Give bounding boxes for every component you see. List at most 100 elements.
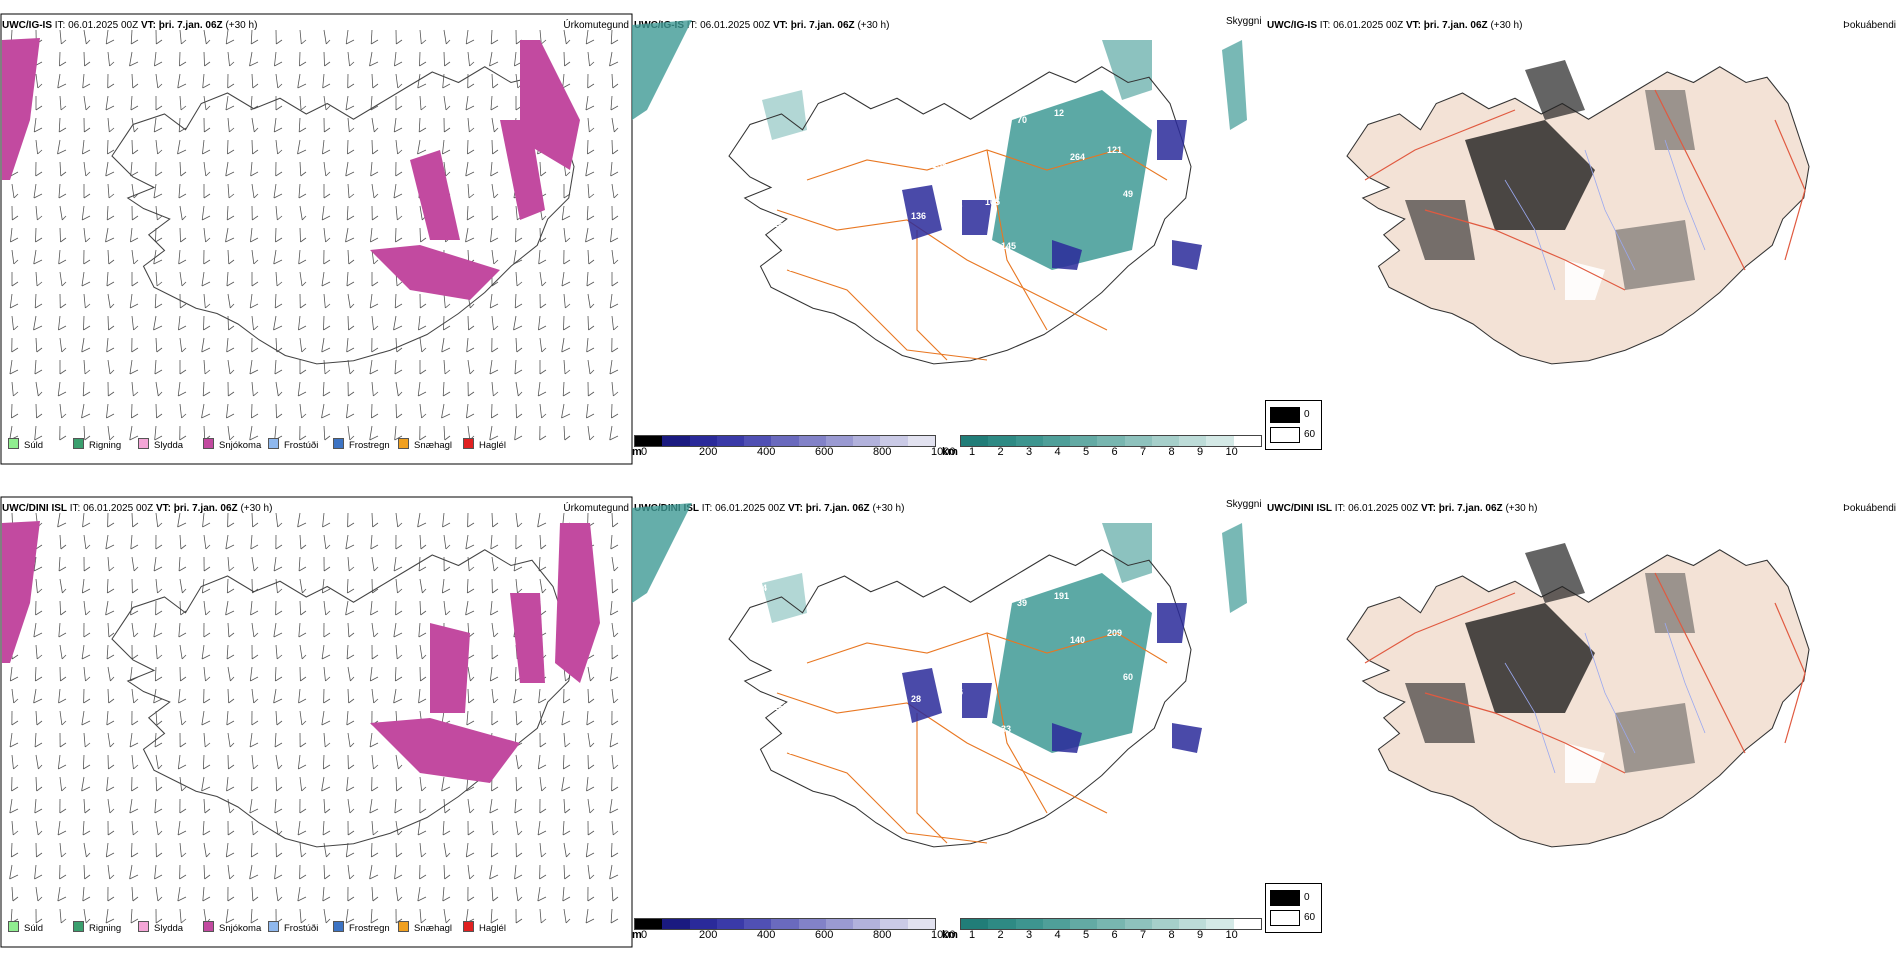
colorbar-tick: 1 [969,929,975,941]
colorbar-tick: 4 [1055,929,1061,941]
cloudbase-label: 155 [932,160,947,170]
cloudbase-label: 78 [858,657,868,667]
fog-legend-white-label: 60 [1304,429,1315,440]
cloudbase-label: 121 [1107,145,1122,155]
legend-swatch [463,921,474,932]
cloudbase-label: 84 [805,137,815,147]
fog-panel: UWC/IG-IS IT: 06.01.2025 00Z VT: þri. 7.… [1265,0,1900,470]
cloudbase-label: 171 [1160,665,1175,675]
cloudbase-label: 186 [1160,182,1175,192]
legend-swatch [463,438,474,449]
colorbar-tick: 600 [815,929,833,941]
colorbar-tick: 200 [699,446,717,458]
colorbar-tick: 5 [1083,446,1089,458]
legend-label: Snjókoma [219,440,261,451]
cloudbase-label: 44 [826,739,836,749]
colorbar-tick: 8 [1169,446,1175,458]
cloudbase-label: 264 [1070,152,1085,162]
legend-swatch [8,921,19,932]
legend-label: Slydda [154,923,183,934]
visibility-panel: UWC/IG-IS IT: 06.01.2025 00Z VT: þri. 7.… [632,0,1272,470]
legend-swatch [268,921,279,932]
fog-legend-black-label: 0 [1304,409,1310,420]
cloudbase-label: 73 [1176,709,1186,719]
cloudbase-label: 194 [964,248,979,258]
cloudbase-label: 49 [1123,189,1133,199]
legend-label: Snæhagl [414,923,452,934]
cloudbase-label: 100 [805,620,820,630]
legend-label: Haglél [479,923,506,934]
precip-legend-item: Frostúði [268,438,318,451]
cloudbase-label: 70 [1017,115,1027,125]
precip-legend-item: Snjókoma [203,438,261,451]
cloudbase-label: 207 [895,650,910,660]
cloudbase-label: 145 [1001,241,1016,251]
cloudbase-label: 16 [773,219,783,229]
cloudbase-label: 118 [789,746,804,756]
cloudbase-label: 191 [1054,591,1069,601]
colorbar-tick: 10 [1226,446,1238,458]
cloudbase-label: 162 [789,263,804,273]
precip-legend-item: Frostregn [333,921,390,934]
precip-panel: UWC/DINI ISL IT: 06.01.2025 00Z VT: þri.… [0,483,635,953]
fog-legend-white-label: 60 [1304,912,1315,923]
fog-panel: UWC/DINI ISL IT: 06.01.2025 00Z VT: þri.… [1265,483,1900,953]
colorbar-tick: 3 [1026,446,1032,458]
cloudbase-label: 234 [752,583,767,593]
colorbar-tick: 7 [1140,446,1146,458]
legend-swatch [138,438,149,449]
precip-legend-item: Haglél [463,438,506,451]
cloudbase-label: 90 [842,130,852,140]
colorbar-tick: 6 [1112,446,1118,458]
cloudbase-label: 183 [879,123,894,133]
legend-label: Haglél [479,440,506,451]
precip-legend-item: Slydda [138,438,183,451]
precip-legend-item: Haglél [463,921,506,934]
cloudbase-label: 161 [773,702,788,712]
legend-swatch [73,438,84,449]
precip-legend-item: Rigning [73,921,121,934]
cloudbase-label: 102 [858,174,873,184]
forecast-row-2: UWC/DINI ISL IT: 06.01.2025 00Z VT: þri.… [0,483,1900,953]
colorbar-tick: 7 [1140,929,1146,941]
precip-legend-item: Súld [8,921,43,934]
legend-swatch [398,438,409,449]
precip-legend-item: Frostúði [268,921,318,934]
colorbar-tick: 0 [641,446,647,458]
cloudbase-label: 12 [1054,108,1064,118]
legend-swatch [138,921,149,932]
cloudbase-label: 77 [895,167,905,177]
precip-panel: UWC/IG-IS IT: 06.01.2025 00Z VT: þri. 7.… [0,0,635,470]
colorbar-tick: 3 [1026,929,1032,941]
legend-swatch [333,921,344,932]
precip-legend: Súld Rigning Slydda Snjókoma Frostúði Frostre… [8,438,628,452]
colorbar-tick: 800 [873,929,891,941]
cloudbase-label: 31 [826,256,836,266]
legend-swatch [203,921,214,932]
legend-label: Rigning [89,440,121,451]
precip-legend-item: Súld [8,438,43,451]
precip-legend-item: Frostregn [333,438,390,451]
legend-label: Slydda [154,440,183,451]
cloudbase-label: 119 [1176,226,1191,236]
precip-legend-item: Snjókoma [203,921,261,934]
legend-label: Snæhagl [414,440,452,451]
fog-legend: 0 60 [1265,883,1322,933]
cloudbase-label: 140 [1070,635,1085,645]
colorbar-tick: 2 [998,929,1004,941]
colorbar-tick: 2 [998,446,1004,458]
precip-legend-item: Rigning [73,438,121,451]
forecast-row-1: UWC/IG-IS IT: 06.01.2025 00Z VT: þri. 7.… [0,0,1900,470]
cloudbase-label: 209 [1107,628,1122,638]
cloudbase-label: 136 [911,211,926,221]
cloudbase-label: 39 [1017,598,1027,608]
fog-legend-black-label: 0 [1304,892,1310,903]
colorbar-tick: 800 [873,446,891,458]
visibility-panel: UWC/DINI ISL IT: 06.01.2025 00Z VT: þri.… [632,483,1272,953]
precip-legend-item: Snæhagl [398,921,452,934]
legend-swatch [8,438,19,449]
cloudbase-label: 40 [752,100,762,110]
precip-legend-item: Snæhagl [398,438,452,451]
cloudbase-label: 117 [948,204,963,214]
colorbar-tick: 400 [757,929,775,941]
